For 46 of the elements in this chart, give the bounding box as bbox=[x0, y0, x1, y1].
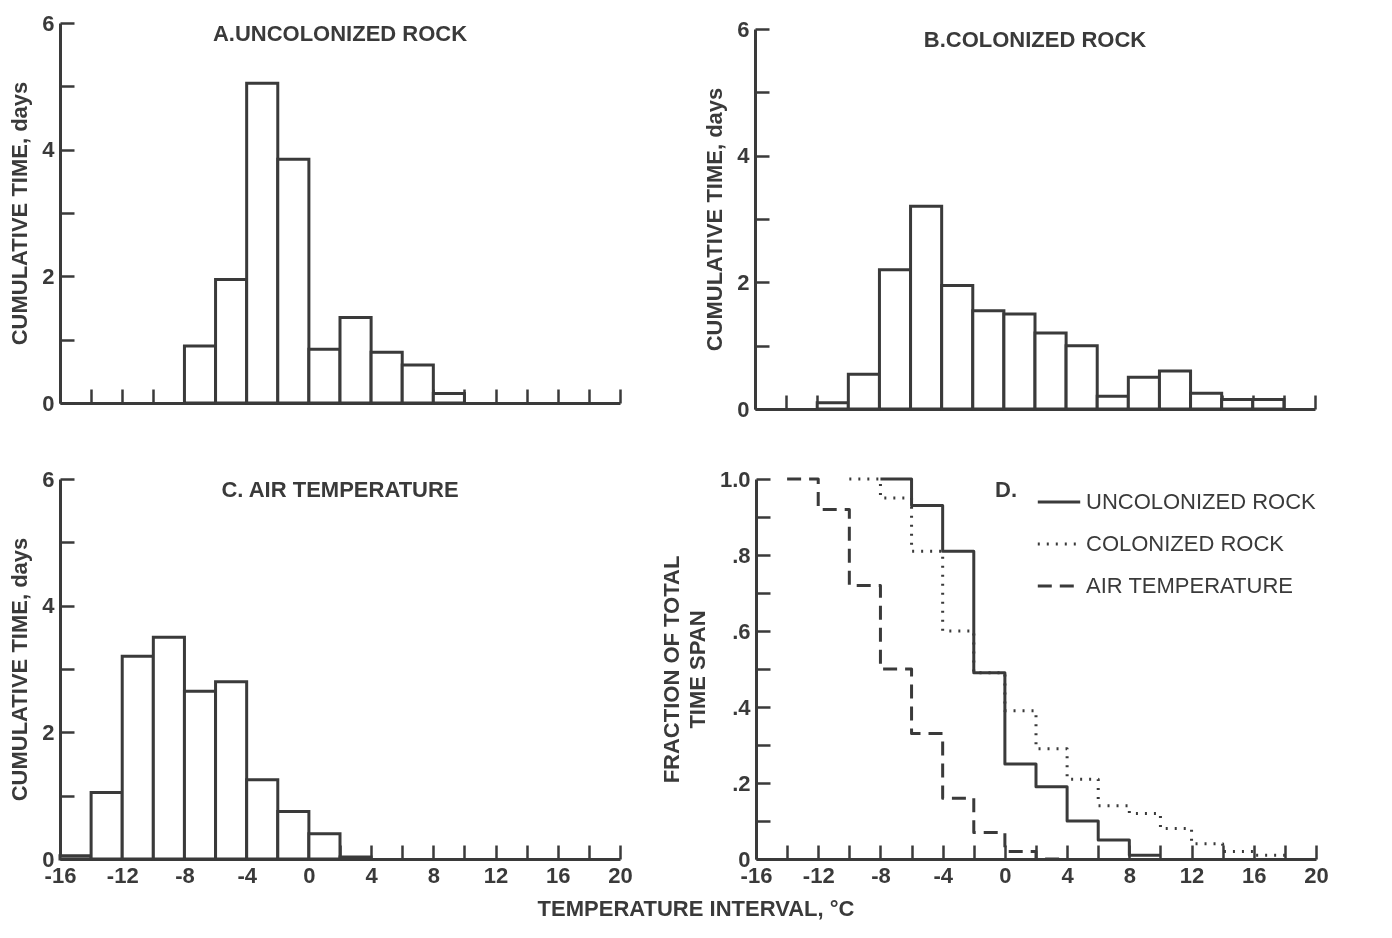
y-tick-label: .6 bbox=[732, 618, 751, 644]
x-tick-label: 16 bbox=[546, 862, 571, 888]
x-tick-label: 20 bbox=[1304, 862, 1329, 888]
x-tick-label: 12 bbox=[483, 862, 509, 888]
chart-title: B.COLONIZED ROCK bbox=[923, 27, 1147, 52]
y-tick-label: 6 bbox=[42, 466, 55, 492]
chart-title: A.UNCOLONIZED ROCK bbox=[212, 21, 468, 46]
x-tick-label: 0 bbox=[999, 862, 1012, 888]
x-tick-label: 4 bbox=[365, 862, 379, 888]
y-axis-title: CUMULATIVE TIME, days bbox=[7, 81, 33, 346]
y-tick-label: 4 bbox=[42, 593, 56, 619]
x-tick-label: 8 bbox=[427, 862, 440, 888]
x-tick-label: -8 bbox=[175, 862, 195, 888]
x-tick-label: 0 bbox=[303, 862, 316, 888]
y-tick-label: 4 bbox=[42, 137, 56, 163]
x-tick-label: 12 bbox=[1179, 862, 1205, 888]
y-axis-title: FRACTION OF TOTAL TIME SPAN bbox=[658, 555, 710, 784]
x-tick-label: -12 bbox=[802, 862, 835, 888]
y-tick-label: 2 bbox=[42, 263, 55, 289]
y-tick-label: .2 bbox=[732, 770, 751, 796]
y-tick-label: 4 bbox=[737, 143, 751, 169]
y-tick-label: 6 bbox=[42, 10, 55, 36]
legend-label: AIR TEMPERATURE bbox=[1086, 573, 1293, 598]
chart-title: D. bbox=[995, 477, 1017, 502]
y-axis-title: CUMULATIVE TIME, days bbox=[7, 537, 33, 802]
y-tick-label: .8 bbox=[732, 542, 751, 568]
x-tick-label: -8 bbox=[871, 862, 891, 888]
y-tick-label: .4 bbox=[732, 694, 752, 720]
y-tick-label: 2 bbox=[42, 719, 55, 745]
x-tick-label: 8 bbox=[1123, 862, 1136, 888]
y-tick-label: 1.0 bbox=[719, 466, 751, 492]
legend-label: UNCOLONIZED ROCK bbox=[1086, 489, 1317, 514]
x-axis-title: TEMPERATURE INTERVAL, °C bbox=[536, 896, 856, 922]
x-tick-label: 16 bbox=[1242, 862, 1267, 888]
y-tick-label: 2 bbox=[737, 269, 750, 295]
y-tick-label: 0 bbox=[42, 390, 55, 416]
x-tick-label: -12 bbox=[106, 862, 139, 888]
x-tick-label: -4 bbox=[933, 862, 954, 888]
x-tick-label: 20 bbox=[608, 862, 633, 888]
legend-label: COLONIZED ROCK bbox=[1086, 531, 1285, 556]
chart-title: C. AIR TEMPERATURE bbox=[221, 477, 459, 502]
x-tick-label: -4 bbox=[237, 862, 258, 888]
y-tick-label: 6 bbox=[737, 16, 750, 42]
x-tick-label: 4 bbox=[1061, 862, 1075, 888]
y-axis-title: CUMULATIVE TIME, days bbox=[702, 87, 728, 352]
y-tick-label: 0 bbox=[737, 396, 750, 422]
